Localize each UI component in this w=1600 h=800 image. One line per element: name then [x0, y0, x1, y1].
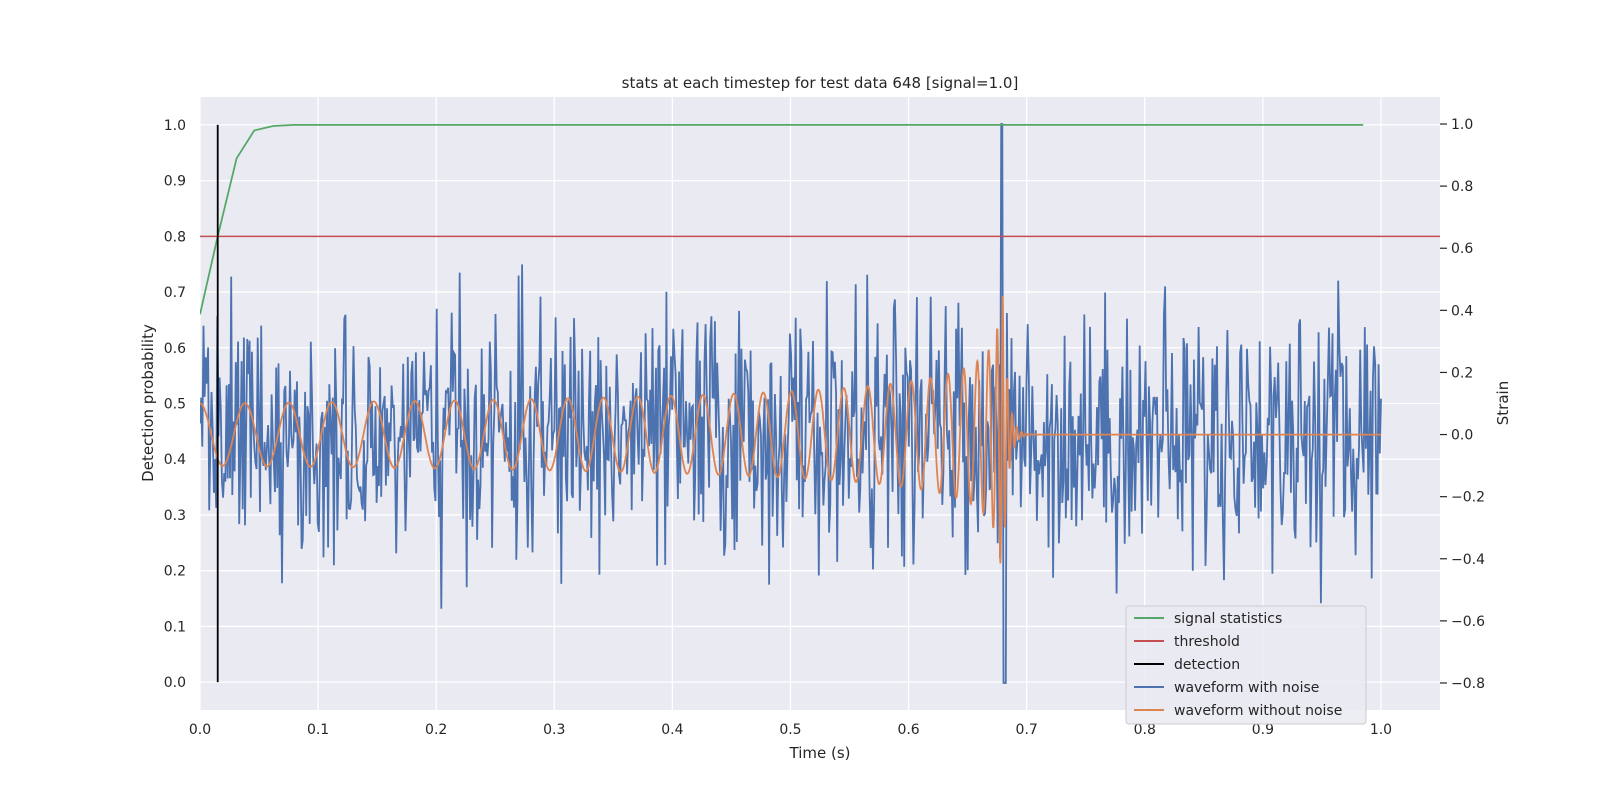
x-tick-label: 0.3 [543, 722, 565, 738]
x-tick-label: 0.7 [1016, 722, 1038, 738]
y2-axis-label: Strain [1494, 381, 1512, 425]
y-tick-label: 0.3 [164, 508, 186, 524]
y2-tick-label: −0.6 [1451, 614, 1485, 630]
x-tick-label: 0.1 [307, 722, 329, 738]
x-tick-label: 0.5 [779, 722, 801, 738]
series-waveform-with-noise [200, 123, 1382, 684]
series-layer [200, 123, 1440, 684]
legend-label: waveform with noise [1174, 680, 1319, 696]
y2-tick-label: 0.6 [1451, 241, 1473, 257]
y-tick-label: 0.2 [164, 564, 186, 580]
x-tick-label: 0.2 [425, 722, 447, 738]
legend-box [1125, 605, 1367, 725]
y2-tick-label: −0.4 [1451, 552, 1485, 568]
y-tick-label: 0.6 [164, 341, 186, 357]
y2-tick-label: −0.8 [1451, 676, 1485, 692]
y-tick-label: 0.5 [164, 397, 186, 413]
x-axis-label: Time (s) [789, 744, 851, 762]
chart-title: stats at each timestep for test data 648… [622, 74, 1019, 92]
y-tick-label: 0.4 [164, 452, 186, 468]
y2-tick-label: −0.2 [1451, 490, 1485, 506]
legend: signal statistics threshold detection wavef… [1125, 605, 1367, 725]
y-axis-label: Detection probability [139, 324, 157, 482]
y2-tick-label: 0.4 [1451, 303, 1473, 319]
legend-label: signal statistics [1174, 611, 1282, 627]
axes-text: 0.0 0.1 0.2 0.3 0.4 0.5 0.6 0.7 0.8 0.9 1.0 0.0 0.1 0… [164, 117, 1485, 738]
y-tick-label: 0.8 [164, 229, 186, 245]
x-tick-label: 0.9 [1252, 722, 1274, 738]
series-waveform-without-noise [200, 295, 1381, 564]
y-tick-label: 0.0 [164, 675, 186, 691]
legend-label: waveform without noise [1174, 703, 1342, 719]
series-signal-statistics [200, 123, 1364, 315]
y-tick-label: 0.9 [164, 174, 186, 190]
y2-tick-label: 0.0 [1451, 428, 1473, 444]
x-tick-label: 1.0 [1370, 722, 1392, 738]
y2-tick-label: 0.2 [1451, 365, 1473, 381]
y2-tick-label: 0.8 [1451, 179, 1473, 195]
x-tick-label: 0.6 [897, 722, 919, 738]
x-tick-label: 0.8 [1134, 722, 1156, 738]
y2-tick-label: 1.0 [1451, 117, 1473, 133]
x-tick-label: 0.4 [661, 722, 683, 738]
x-tick-label: 0.0 [189, 722, 211, 738]
y-tick-label: 0.7 [164, 285, 186, 301]
legend-label: threshold [1174, 634, 1240, 650]
legend-label: detection [1174, 657, 1240, 673]
y-tick-label: 1.0 [164, 118, 186, 134]
y-tick-label: 0.1 [164, 619, 186, 635]
